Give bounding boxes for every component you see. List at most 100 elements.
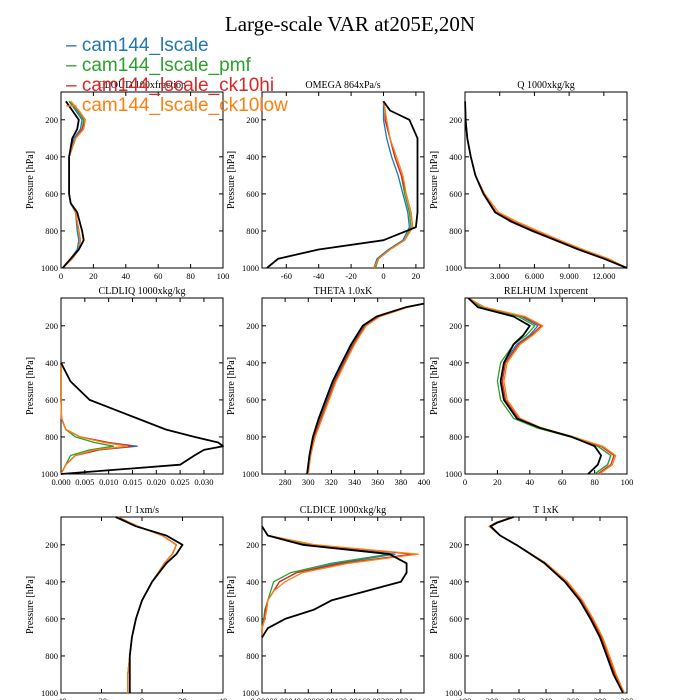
plot-frame <box>261 91 425 269</box>
plot-frame <box>464 297 628 475</box>
x-tick-label: -60 <box>281 271 292 281</box>
x-tick-label: 280 <box>594 696 607 700</box>
x-tick-label: 3.000 <box>490 271 509 281</box>
y-tick-label: 1000 <box>41 263 58 273</box>
y-tick-label: 400 <box>246 577 259 587</box>
series-line <box>117 516 178 693</box>
series-line-black <box>60 362 224 475</box>
y-tick-label: 200 <box>449 321 462 331</box>
x-tick-label: 9.000 <box>560 271 579 281</box>
series-line <box>306 302 425 475</box>
x-tick-label: 80 <box>186 271 195 281</box>
series-line <box>117 516 178 693</box>
x-tick-label: 60 <box>154 271 163 281</box>
y-axis-label: Pressure [hPa] <box>25 576 36 634</box>
x-tick-label: 60 <box>558 477 567 487</box>
x-tick-label: 12.000 <box>592 271 615 281</box>
x-tick-label: 0.015 <box>123 477 142 487</box>
y-tick-label: 400 <box>449 358 462 368</box>
y-tick-label: 800 <box>246 651 259 661</box>
x-tick-label: -40 <box>313 271 324 281</box>
y-tick-label: 400 <box>449 577 462 587</box>
x-tick-label: 340 <box>348 477 361 487</box>
x-tick-label: 360 <box>371 477 384 487</box>
y-tick-label: 600 <box>246 189 259 199</box>
x-tick-label: 100 <box>217 271 230 281</box>
y-tick-label: 400 <box>246 358 259 368</box>
x-tick-label: 40 <box>219 696 228 700</box>
series-line <box>60 362 138 475</box>
series-line <box>373 101 414 269</box>
y-tick-label: 400 <box>246 152 259 162</box>
y-tick-label: 800 <box>45 651 58 661</box>
legend: – cam144_lscale – cam144_lscale_pmf – ca… <box>66 36 288 116</box>
x-tick-label: 0.000 <box>51 477 70 487</box>
legend-item: – cam144_lscale <box>66 36 288 56</box>
y-tick-label: 1000 <box>41 469 58 479</box>
series-line <box>60 362 129 475</box>
x-tick-label: 320 <box>325 477 338 487</box>
panel-title: OMEGA 864xPa/s <box>305 80 380 91</box>
y-tick-label: 1000 <box>445 263 462 273</box>
x-tick-label: 20 <box>89 271 98 281</box>
legend-swatch: – <box>66 95 82 116</box>
y-tick-label: 200 <box>449 540 462 550</box>
y-tick-label: 800 <box>449 432 462 442</box>
series-line-black <box>489 516 624 694</box>
y-tick-label: 800 <box>246 226 259 236</box>
x-tick-label: 0 <box>140 696 144 700</box>
y-tick-label: 600 <box>449 395 462 405</box>
y-tick-label: 600 <box>45 614 58 624</box>
series-line <box>464 101 628 269</box>
x-tick-label: 240 <box>540 696 553 700</box>
legend-label: cam144_lscale <box>81 35 209 56</box>
panel-title: T 1xK <box>533 505 559 516</box>
legend-swatch: – <box>66 75 82 96</box>
y-tick-label: 800 <box>449 651 462 661</box>
plot-frame <box>261 297 425 475</box>
legend-label: cam144_lscale_pmf <box>81 55 251 76</box>
y-tick-label: 200 <box>246 115 259 125</box>
y-axis-label: Pressure [hPa] <box>226 576 237 634</box>
plot-frame <box>464 516 628 694</box>
series-line <box>488 516 625 694</box>
y-tick-label: 1000 <box>242 688 259 698</box>
legend-item: – cam144_lscale_ck10hi <box>66 76 288 96</box>
y-axis-label: Pressure [hPa] <box>429 151 440 209</box>
legend-item: – cam144_lscale_pmf <box>66 56 288 76</box>
y-tick-label: 800 <box>45 226 58 236</box>
y-tick-label: 200 <box>246 540 259 550</box>
y-tick-label: 600 <box>45 189 58 199</box>
y-tick-label: 1000 <box>445 469 462 479</box>
x-tick-label: 0.0024 <box>389 696 413 700</box>
panel-title: Q 1000xkg/kg <box>517 80 575 91</box>
legend-item: – cam144_lscale_ck10low <box>66 96 288 116</box>
y-tick-label: 200 <box>246 321 259 331</box>
series-line <box>488 516 625 694</box>
series-line <box>60 362 134 475</box>
x-tick-label: 80 <box>590 477 599 487</box>
y-tick-label: 600 <box>246 395 259 405</box>
x-tick-label: 40 <box>526 477 535 487</box>
y-tick-label: 1000 <box>41 688 58 698</box>
series-line <box>117 516 178 693</box>
y-tick-label: 400 <box>45 152 58 162</box>
x-tick-label: 400 <box>418 477 431 487</box>
x-tick-label: 6.000 <box>525 271 544 281</box>
y-tick-label: 600 <box>449 614 462 624</box>
x-tick-label: -20 <box>96 696 107 700</box>
plot-frame <box>464 91 628 269</box>
y-tick-label: 800 <box>45 432 58 442</box>
y-tick-label: 1000 <box>445 688 462 698</box>
x-tick-label: 20 <box>178 696 187 700</box>
series-line-black <box>261 525 408 638</box>
y-tick-label: 800 <box>246 432 259 442</box>
plot-frame <box>261 516 425 694</box>
y-tick-label: 200 <box>45 115 58 125</box>
series-line-black <box>306 302 425 475</box>
x-tick-label: 200 <box>486 696 499 700</box>
x-tick-label: 0.025 <box>171 477 190 487</box>
